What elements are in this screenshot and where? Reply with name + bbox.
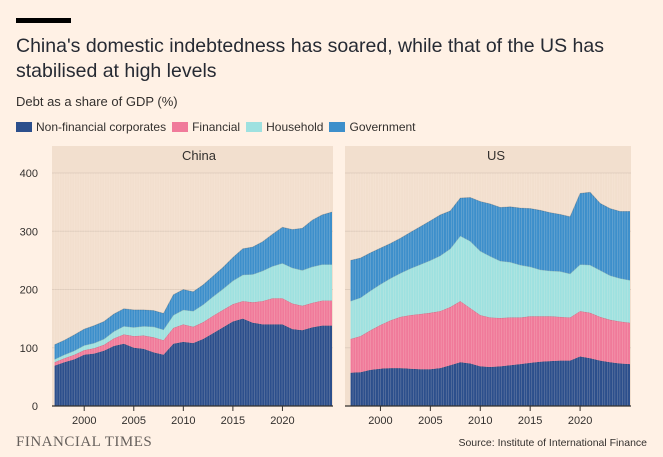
panel-us: US 2000 2005 2010 2015 2020 [345,146,631,427]
legend-swatch-non-financial-corporates [16,122,32,132]
y-tick-label: 400 [20,168,38,180]
legend-item-government: Government [329,120,416,134]
series-area-financial [350,301,630,373]
chart-subtitle: Debt as a share of GDP (%) [16,94,178,109]
legend-label-financial: Financial [192,120,241,134]
legend-item-financial: Financial [172,120,240,134]
legend-swatch-household [246,122,263,132]
bar-texture [350,173,628,406]
chart-title: China's domestic indebtedness has soared… [16,35,604,82]
legend-label-household: Household [266,120,324,134]
ft-top-bar [16,18,71,23]
x-tick-label: 2020 [568,415,592,427]
source-note: Source: Institute of International Finan… [458,437,647,449]
panel-title: US [487,148,505,163]
series-edge-government [350,191,630,261]
legend-label-non-financial-corporates: Non-financial corporates [36,120,167,134]
legend-item-non-financial-corporates: Non-financial corporates [16,120,166,134]
x-tick-label: 2010 [171,415,195,427]
y-tick-label: 200 [20,285,38,297]
series-edge-government [54,211,333,346]
x-tick-label: 2000 [368,415,392,427]
series-area-financial [54,298,332,366]
panel-title: China [182,148,217,163]
y-tick-label: 0 [32,401,38,413]
series-area-household [54,263,332,363]
x-tick-label: 2010 [468,415,492,427]
x-tick-label: 2000 [72,415,96,427]
x-tick-label: 2020 [270,415,294,427]
x-tick-label: 2015 [518,415,542,427]
panel-china: China 2000 2005 2010 2015 2020 [52,146,333,427]
legend-label-government: Government [349,120,416,134]
y-tick-label: 300 [20,226,38,238]
ft-logo: FINANCIAL TIMES [16,434,153,450]
legend: Non-financial corporates Financial House… [16,120,422,134]
legend-swatch-financial [172,122,189,132]
series-area-non-financial-corporates [54,318,332,406]
x-tick-label: 2005 [418,415,442,427]
legend-item-household: Household [246,120,323,134]
series-area-government [54,212,332,360]
series-area-non-financial-corporates [350,356,630,406]
bar-texture [54,173,330,406]
series-area-household [350,235,630,339]
series-area-government [350,192,630,302]
legend-swatch-government [329,122,346,132]
y-tick-label: 100 [20,343,38,355]
x-tick-label: 2005 [122,415,146,427]
x-tick-label: 2015 [221,415,245,427]
